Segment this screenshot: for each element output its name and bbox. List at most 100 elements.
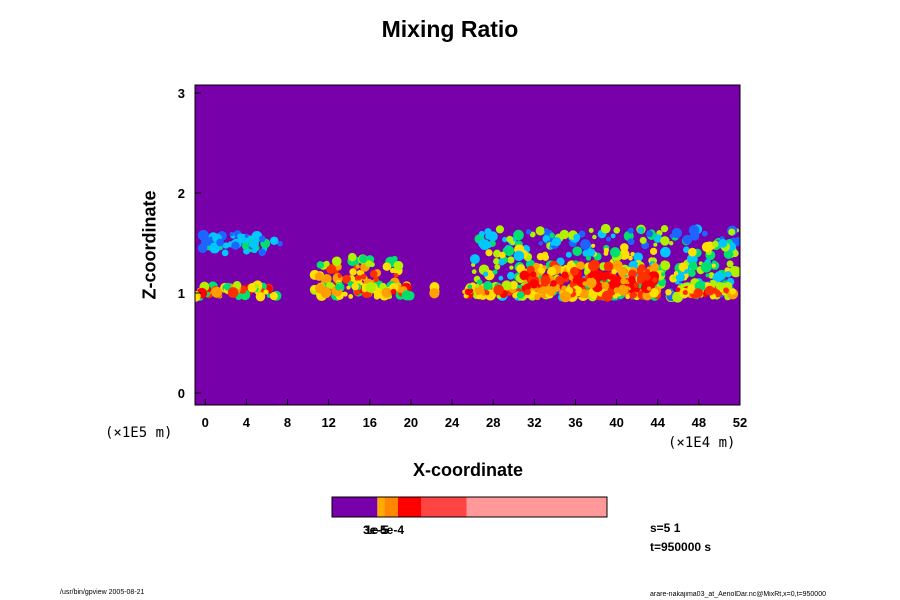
field-cell: [269, 236, 279, 246]
field-cell: [715, 282, 724, 291]
field-cell: [467, 284, 473, 290]
field-cell: [730, 266, 740, 278]
field-cell: [216, 238, 224, 247]
field-cell: [711, 240, 719, 248]
field-cell: [645, 274, 651, 281]
field-cell: [314, 272, 324, 281]
field-cell: [637, 228, 643, 234]
field-cell: [195, 290, 201, 302]
field-cell: [530, 271, 537, 278]
field-cell: [342, 274, 352, 284]
field-cell: [222, 242, 230, 249]
field-cell: [573, 233, 581, 241]
field-cell: [665, 288, 672, 296]
field-cell: [587, 248, 596, 257]
field-cell: [348, 252, 357, 262]
field-cell: [529, 231, 536, 238]
field-cell: [684, 269, 689, 274]
y-axis: 0 1 2 3: [178, 86, 201, 401]
field-cell: [688, 224, 700, 236]
mixing-ratio-field: [195, 223, 740, 303]
field-cell: [354, 274, 362, 282]
field-cell: [646, 286, 652, 291]
x-tick-label-40: 40: [609, 415, 623, 430]
field-cell: [701, 230, 708, 237]
field-cell: [476, 279, 483, 286]
field-cell: [241, 242, 249, 250]
field-cell: [509, 281, 518, 290]
field-cell: [539, 267, 546, 274]
field-cell: [484, 228, 492, 236]
field-cell: [682, 290, 688, 296]
field-cell: [369, 270, 378, 278]
field-cell: [389, 262, 395, 267]
field-cell: [209, 242, 221, 254]
field-cell: [653, 242, 658, 247]
field-cell: [475, 283, 480, 288]
field-cell: [652, 277, 658, 283]
field-cell: [660, 236, 670, 246]
field-cell: [601, 281, 610, 290]
field-cell: [353, 289, 361, 296]
x-tick-label-12: 12: [321, 415, 335, 430]
field-cell: [627, 227, 634, 234]
field-cell: [660, 225, 669, 233]
field-cell: [613, 227, 621, 234]
field-cell: [603, 261, 614, 272]
x-tick-label-0: 0: [202, 415, 209, 430]
field-cell: [617, 267, 628, 277]
field-cell: [690, 264, 696, 271]
field-cell: [507, 271, 515, 280]
footer-left: /usr/bin/gpview 2005-08-21: [60, 589, 145, 596]
field-cell: [211, 286, 223, 298]
field-cell: [348, 294, 354, 299]
field-cell: [633, 252, 643, 262]
field-cell: [544, 228, 549, 233]
step-info: s=5 1: [650, 521, 681, 535]
field-cell: [337, 273, 342, 278]
field-cell: [429, 288, 440, 299]
field-cell: [606, 273, 613, 280]
field-cell: [580, 239, 591, 250]
field-cell: [611, 268, 617, 275]
field-cell: [247, 283, 257, 293]
field-cell: [529, 290, 536, 296]
field-cell: [316, 261, 325, 269]
x-tick-label-36: 36: [568, 415, 582, 430]
field-cell: [499, 251, 506, 259]
field-cell: [493, 284, 504, 296]
field-cell: [701, 241, 713, 253]
field-cell: [373, 276, 379, 283]
field-cell: [513, 250, 525, 262]
x-tick-label-48: 48: [692, 415, 706, 430]
field-cell: [638, 264, 646, 272]
field-cell: [244, 233, 249, 238]
field-cell: [559, 229, 570, 240]
field-cell: [535, 226, 545, 236]
footer-right: arare-nakajima03_at_AeriolDar.nc@MixRt,x…: [650, 591, 826, 598]
field-cell: [349, 268, 357, 276]
field-cell: [592, 234, 597, 240]
field-cell: [609, 247, 621, 258]
x-tick-label-44: 44: [651, 415, 666, 430]
field-cell: [576, 261, 585, 270]
field-cell: [484, 290, 490, 296]
field-cell: [711, 263, 716, 268]
field-cell: [700, 261, 712, 273]
field-cell: [509, 265, 514, 270]
field-cell: [360, 273, 367, 280]
field-cell: [401, 290, 412, 301]
field-cell: [523, 279, 528, 284]
field-cell: [631, 291, 637, 298]
field-cell: [585, 277, 597, 289]
field-cell: [675, 287, 681, 292]
field-cell: [493, 257, 500, 265]
field-cell: [315, 283, 326, 294]
x-tick-label-4: 4: [243, 415, 251, 430]
field-cell: [277, 240, 283, 247]
field-cell: [231, 241, 240, 250]
chart-title: Mixing Ratio: [381, 16, 519, 42]
field-cell: [649, 288, 660, 298]
field-cell: [585, 255, 592, 261]
field-cell: [693, 288, 703, 298]
